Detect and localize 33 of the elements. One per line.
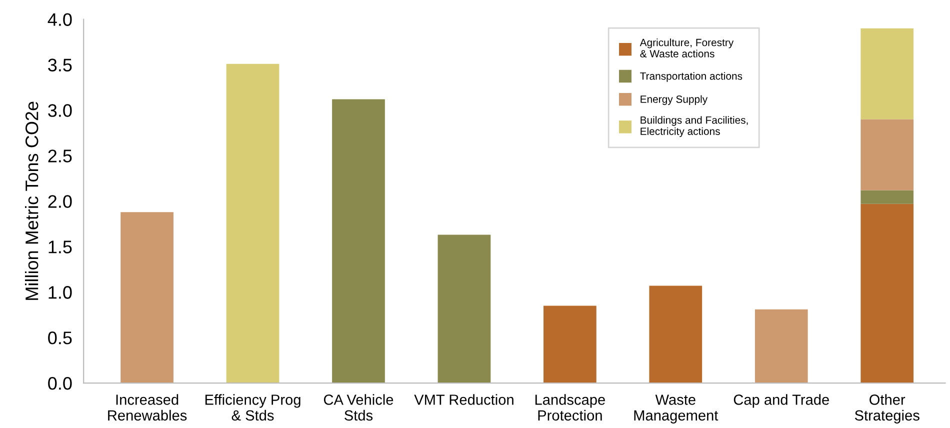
y-tick-label: 1.5	[48, 240, 72, 254]
legend-label: Energy Supply	[640, 95, 708, 105]
bar	[860, 28, 914, 120]
legend-label: Transportation actions	[640, 72, 742, 82]
bar	[226, 64, 280, 384]
bar	[438, 234, 491, 384]
y-tick-label: 2.0	[48, 195, 72, 208]
bar	[332, 99, 385, 384]
y-axis-title: Million Metric Tons CO2e	[25, 102, 38, 300]
bar	[649, 286, 702, 384]
bar	[860, 119, 914, 190]
x-tick-label: CA Vehicle Stds	[324, 394, 394, 421]
x-tick-label: Increased Renewables	[108, 394, 187, 421]
bar	[860, 190, 914, 204]
bar	[860, 204, 914, 384]
y-tick-label: 4.0	[48, 13, 72, 26]
bar	[544, 306, 596, 384]
bar	[754, 309, 808, 384]
y-tick-label: 1.0	[48, 286, 72, 299]
y-tick-label: 0.5	[48, 332, 72, 344]
x-tick-label: VMT Reduction	[414, 394, 514, 405]
legend-label: Agriculture, Forestry & Waste actions	[640, 38, 734, 58]
y-tick-label: 3.5	[48, 58, 72, 72]
x-tick-label: Other Strategies	[854, 394, 920, 424]
x-tick-label: Landscape Protection	[535, 394, 605, 421]
y-tick-label: 2.5	[48, 150, 72, 162]
x-tick-label: Efficiency Prog & Stds	[205, 394, 300, 421]
x-tick-label: Cap and Trade	[734, 394, 829, 408]
bar	[120, 212, 174, 384]
x-tick-label: Waste Management	[634, 394, 718, 424]
y-tick-label: 0.0	[48, 376, 72, 390]
y-tick-label: 3.0	[48, 104, 72, 117]
legend-label: Buildings and Facilities, Electricity actions	[640, 116, 748, 138]
